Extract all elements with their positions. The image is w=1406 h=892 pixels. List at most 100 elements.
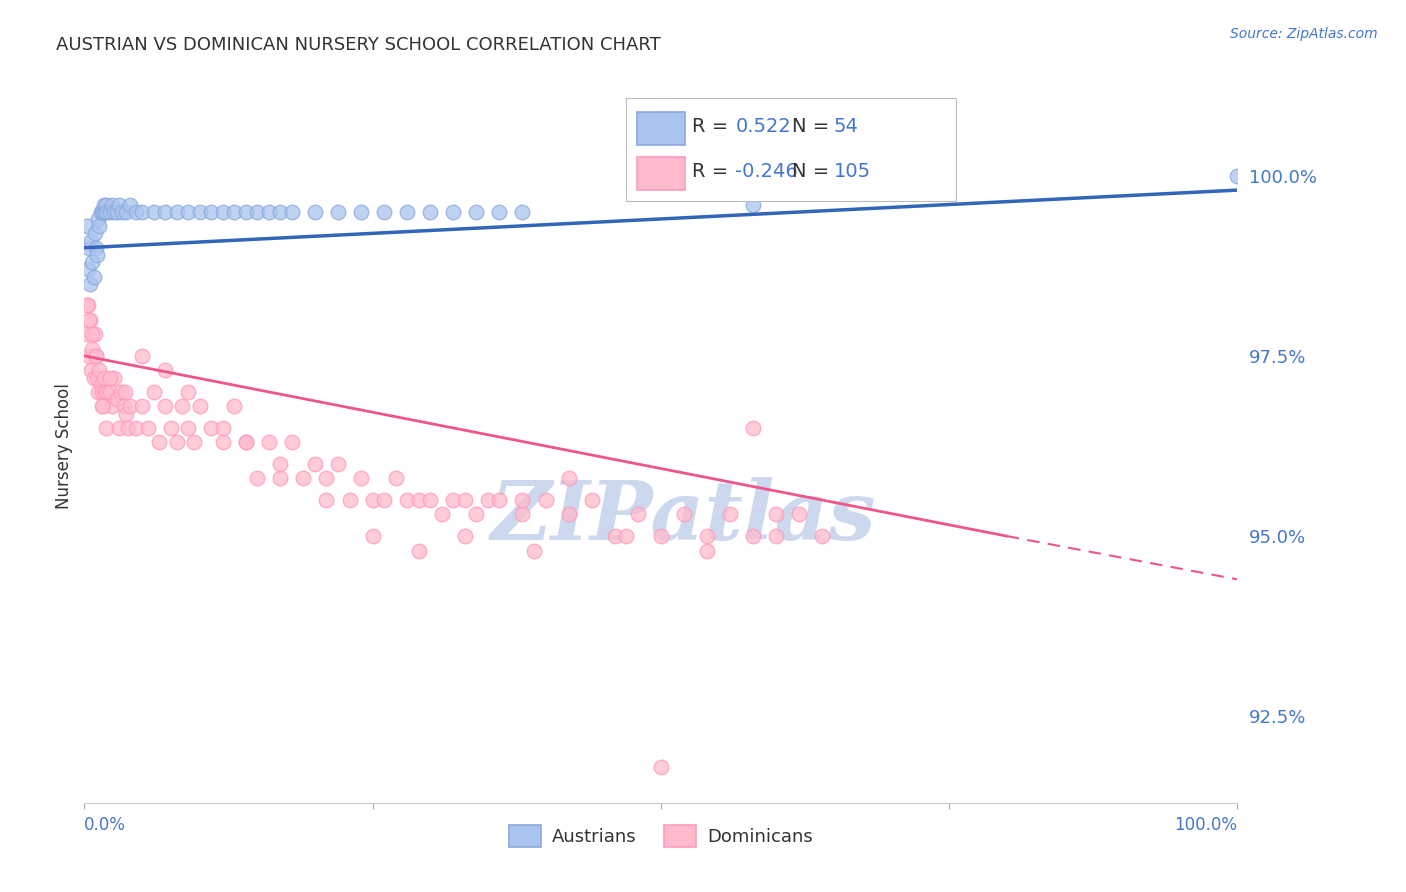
Point (110, 384, 132, 399)
Point (84, 241, 107, 255)
Point (172, 400, 194, 414)
Point (115, 407, 138, 421)
Point (315, 493, 337, 508)
Point (326, 204, 349, 219)
Point (96, 421, 118, 435)
Point (93, 370, 115, 384)
Point (76, 327, 98, 342)
Point (269, 457, 291, 471)
Point (326, 457, 349, 471)
Point (512, 204, 534, 219)
Point (93, 197, 115, 211)
Point (361, 493, 384, 508)
Point (269, 471, 291, 485)
Point (89, 363, 111, 377)
Point (76, 298, 98, 312)
Point (80, 363, 103, 377)
Point (112, 400, 135, 414)
Point (304, 204, 326, 219)
Point (166, 435, 188, 450)
Point (787, 508, 810, 522)
Point (83, 269, 105, 284)
Point (224, 204, 246, 219)
Point (361, 529, 384, 543)
Text: AUSTRIAN VS DOMINICAN NURSERY SCHOOL CORRELATION CHART: AUSTRIAN VS DOMINICAN NURSERY SCHOOL COR… (56, 36, 661, 54)
Point (269, 204, 291, 219)
Point (105, 392, 128, 406)
Point (224, 400, 246, 414)
Point (765, 508, 787, 522)
Point (811, 529, 834, 543)
Point (101, 400, 124, 414)
Point (153, 363, 176, 377)
Text: 105: 105 (834, 162, 870, 181)
Point (419, 493, 441, 508)
Point (77, 241, 100, 255)
Point (83, 327, 105, 342)
Point (96, 384, 118, 399)
Point (90, 400, 112, 414)
Point (89, 219, 111, 234)
Point (82, 342, 104, 356)
Point (91, 204, 114, 219)
Point (89, 204, 111, 219)
Point (98, 384, 121, 399)
Point (136, 421, 159, 435)
Point (76, 298, 98, 312)
Point (1226, 169, 1249, 183)
Point (131, 204, 153, 219)
Point (177, 421, 200, 435)
Point (91, 400, 114, 414)
Point (108, 197, 131, 211)
Point (111, 204, 134, 219)
Point (83, 370, 105, 384)
Point (211, 204, 233, 219)
Point (115, 204, 138, 219)
Point (650, 529, 672, 543)
Point (188, 204, 211, 219)
Point (183, 435, 205, 450)
Point (76, 219, 98, 234)
Text: 0.522: 0.522 (735, 118, 792, 136)
Point (148, 435, 170, 450)
Point (108, 421, 131, 435)
Text: N =: N = (792, 162, 835, 181)
Point (441, 493, 464, 508)
Point (80, 234, 103, 248)
Point (246, 471, 269, 485)
Point (718, 508, 741, 522)
Point (125, 204, 148, 219)
Point (114, 384, 136, 399)
Point (94, 204, 117, 219)
Point (86, 370, 108, 384)
Point (87, 211, 110, 226)
Text: 100.0%: 100.0% (1174, 816, 1237, 834)
Point (488, 204, 510, 219)
Point (512, 493, 534, 508)
Point (153, 400, 176, 414)
Point (465, 204, 488, 219)
Point (696, 543, 718, 558)
Point (76, 262, 98, 277)
Point (742, 197, 765, 211)
Text: -0.246: -0.246 (735, 162, 799, 181)
Point (742, 421, 765, 435)
Point (384, 471, 406, 485)
Point (650, 760, 672, 774)
Point (257, 435, 280, 450)
Point (557, 471, 579, 485)
Text: 54: 54 (834, 118, 859, 136)
Point (83, 227, 105, 241)
Point (98, 204, 121, 219)
Point (117, 421, 139, 435)
Point (350, 204, 373, 219)
Point (131, 349, 153, 363)
Text: R =: R = (692, 118, 734, 136)
Point (90, 204, 112, 219)
Point (142, 384, 165, 399)
Point (339, 493, 361, 508)
Point (94, 384, 117, 399)
Point (292, 471, 315, 485)
Point (281, 435, 304, 450)
Point (627, 508, 650, 522)
